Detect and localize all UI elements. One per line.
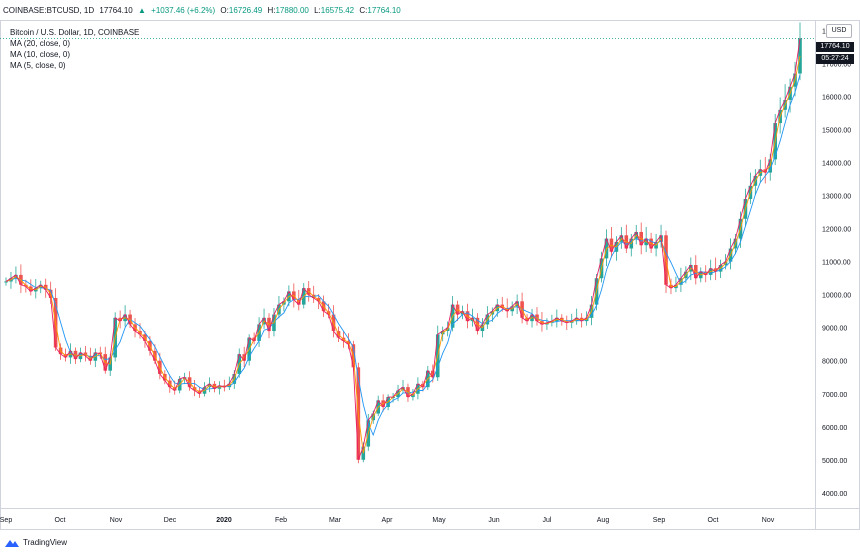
last-price-badge: 17764.10 (816, 42, 854, 52)
legend-ma5[interactable]: MA (5, close, 0) (10, 61, 66, 70)
y-tick-label: 17000.00 (822, 62, 851, 69)
low-label: L: (314, 6, 321, 15)
ma5-line (5, 38, 801, 460)
symbol-name: COINBASE:BTCUSD, 1D (3, 6, 95, 15)
open-label: O: (220, 6, 229, 15)
footer[interactable]: TradingView (4, 535, 67, 551)
time-axis: Sep Oct Nov Dec 2020 Feb Mar Apr May Jun Jul Aug Sep… (0, 517, 775, 524)
x-tick-label: Oct (708, 517, 719, 524)
chart-area[interactable]: 18000.0017000.0016000.0015000.0014000.00… (0, 20, 860, 530)
y-tick-label: 5000.00 (822, 458, 847, 465)
y-tick-label: 15000.00 (822, 128, 851, 135)
x-tick-label: Nov (110, 517, 123, 524)
chart-frame (0, 20, 860, 530)
legend-ma10[interactable]: MA (10, close, 0) (10, 50, 71, 59)
y-tick-label: 10000.00 (822, 293, 851, 300)
x-tick-label: 2020 (216, 517, 232, 524)
legend-ma20[interactable]: MA (20, close, 0) (10, 39, 71, 48)
y-tick-label: 6000.00 (822, 425, 847, 432)
y-tick-label: 8000.00 (822, 359, 847, 366)
x-tick-label: Jun (488, 517, 499, 524)
candles-group (4, 22, 802, 464)
ma10-line (5, 55, 801, 454)
low-value: 16575.42 (320, 6, 355, 15)
last-price: 17764.10 (99, 6, 133, 15)
close-label: C: (359, 6, 368, 15)
y-tick-label: 12000.00 (822, 227, 851, 234)
chart-legend: Bitcoin / U.S. Dollar, 1D, COINBASE MA (… (10, 27, 139, 71)
x-tick-label: Sep (0, 517, 12, 524)
countdown-badge: 05:27:24 (816, 54, 854, 64)
close-value: 17764.10 (367, 6, 401, 15)
open-value: 16726.49 (228, 6, 263, 15)
y-tick-label: 13000.00 (822, 194, 851, 201)
currency-button[interactable]: USD (826, 24, 852, 38)
legend-title: Bitcoin / U.S. Dollar, 1D, COINBASE (10, 28, 140, 37)
x-tick-label: Nov (762, 517, 775, 524)
y-tick-label: 14000.00 (822, 161, 851, 168)
ma20-line (5, 74, 801, 437)
y-tick-label: 7000.00 (822, 392, 847, 399)
candle-up (798, 38, 802, 74)
symbol-header: COINBASE:BTCUSD, 1D 17764.10 ▲ +1037.46 … (3, 4, 404, 18)
y-tick-label: 4000.00 (822, 491, 847, 498)
moving-averages (5, 38, 801, 460)
y-tick-label: 11000.00 (822, 260, 851, 267)
y-tick-label: 9000.00 (822, 326, 847, 333)
brand-name: TradingView (23, 538, 68, 547)
x-tick-label: Jul (543, 517, 552, 524)
x-tick-label: Oct (55, 517, 66, 524)
x-tick-label: May (432, 517, 446, 524)
high-value: 17880.00 (275, 6, 309, 15)
price-chart[interactable]: 18000.0017000.0016000.0015000.0014000.00… (0, 20, 860, 530)
candle-up (4, 281, 8, 283)
x-tick-label: Feb (275, 517, 287, 524)
x-tick-label: Dec (164, 517, 177, 524)
change-arrow-icon: ▲ (137, 6, 146, 15)
x-tick-label: Aug (597, 517, 610, 524)
x-tick-label: Sep (653, 517, 666, 524)
y-tick-label: 16000.00 (822, 95, 851, 102)
price-change: +1037.46 (+6.2%) (151, 6, 216, 15)
tradingview-logo-icon (5, 540, 19, 547)
x-tick-label: Mar (329, 517, 342, 524)
x-tick-label: Apr (382, 517, 394, 524)
high-label: H: (267, 6, 276, 15)
